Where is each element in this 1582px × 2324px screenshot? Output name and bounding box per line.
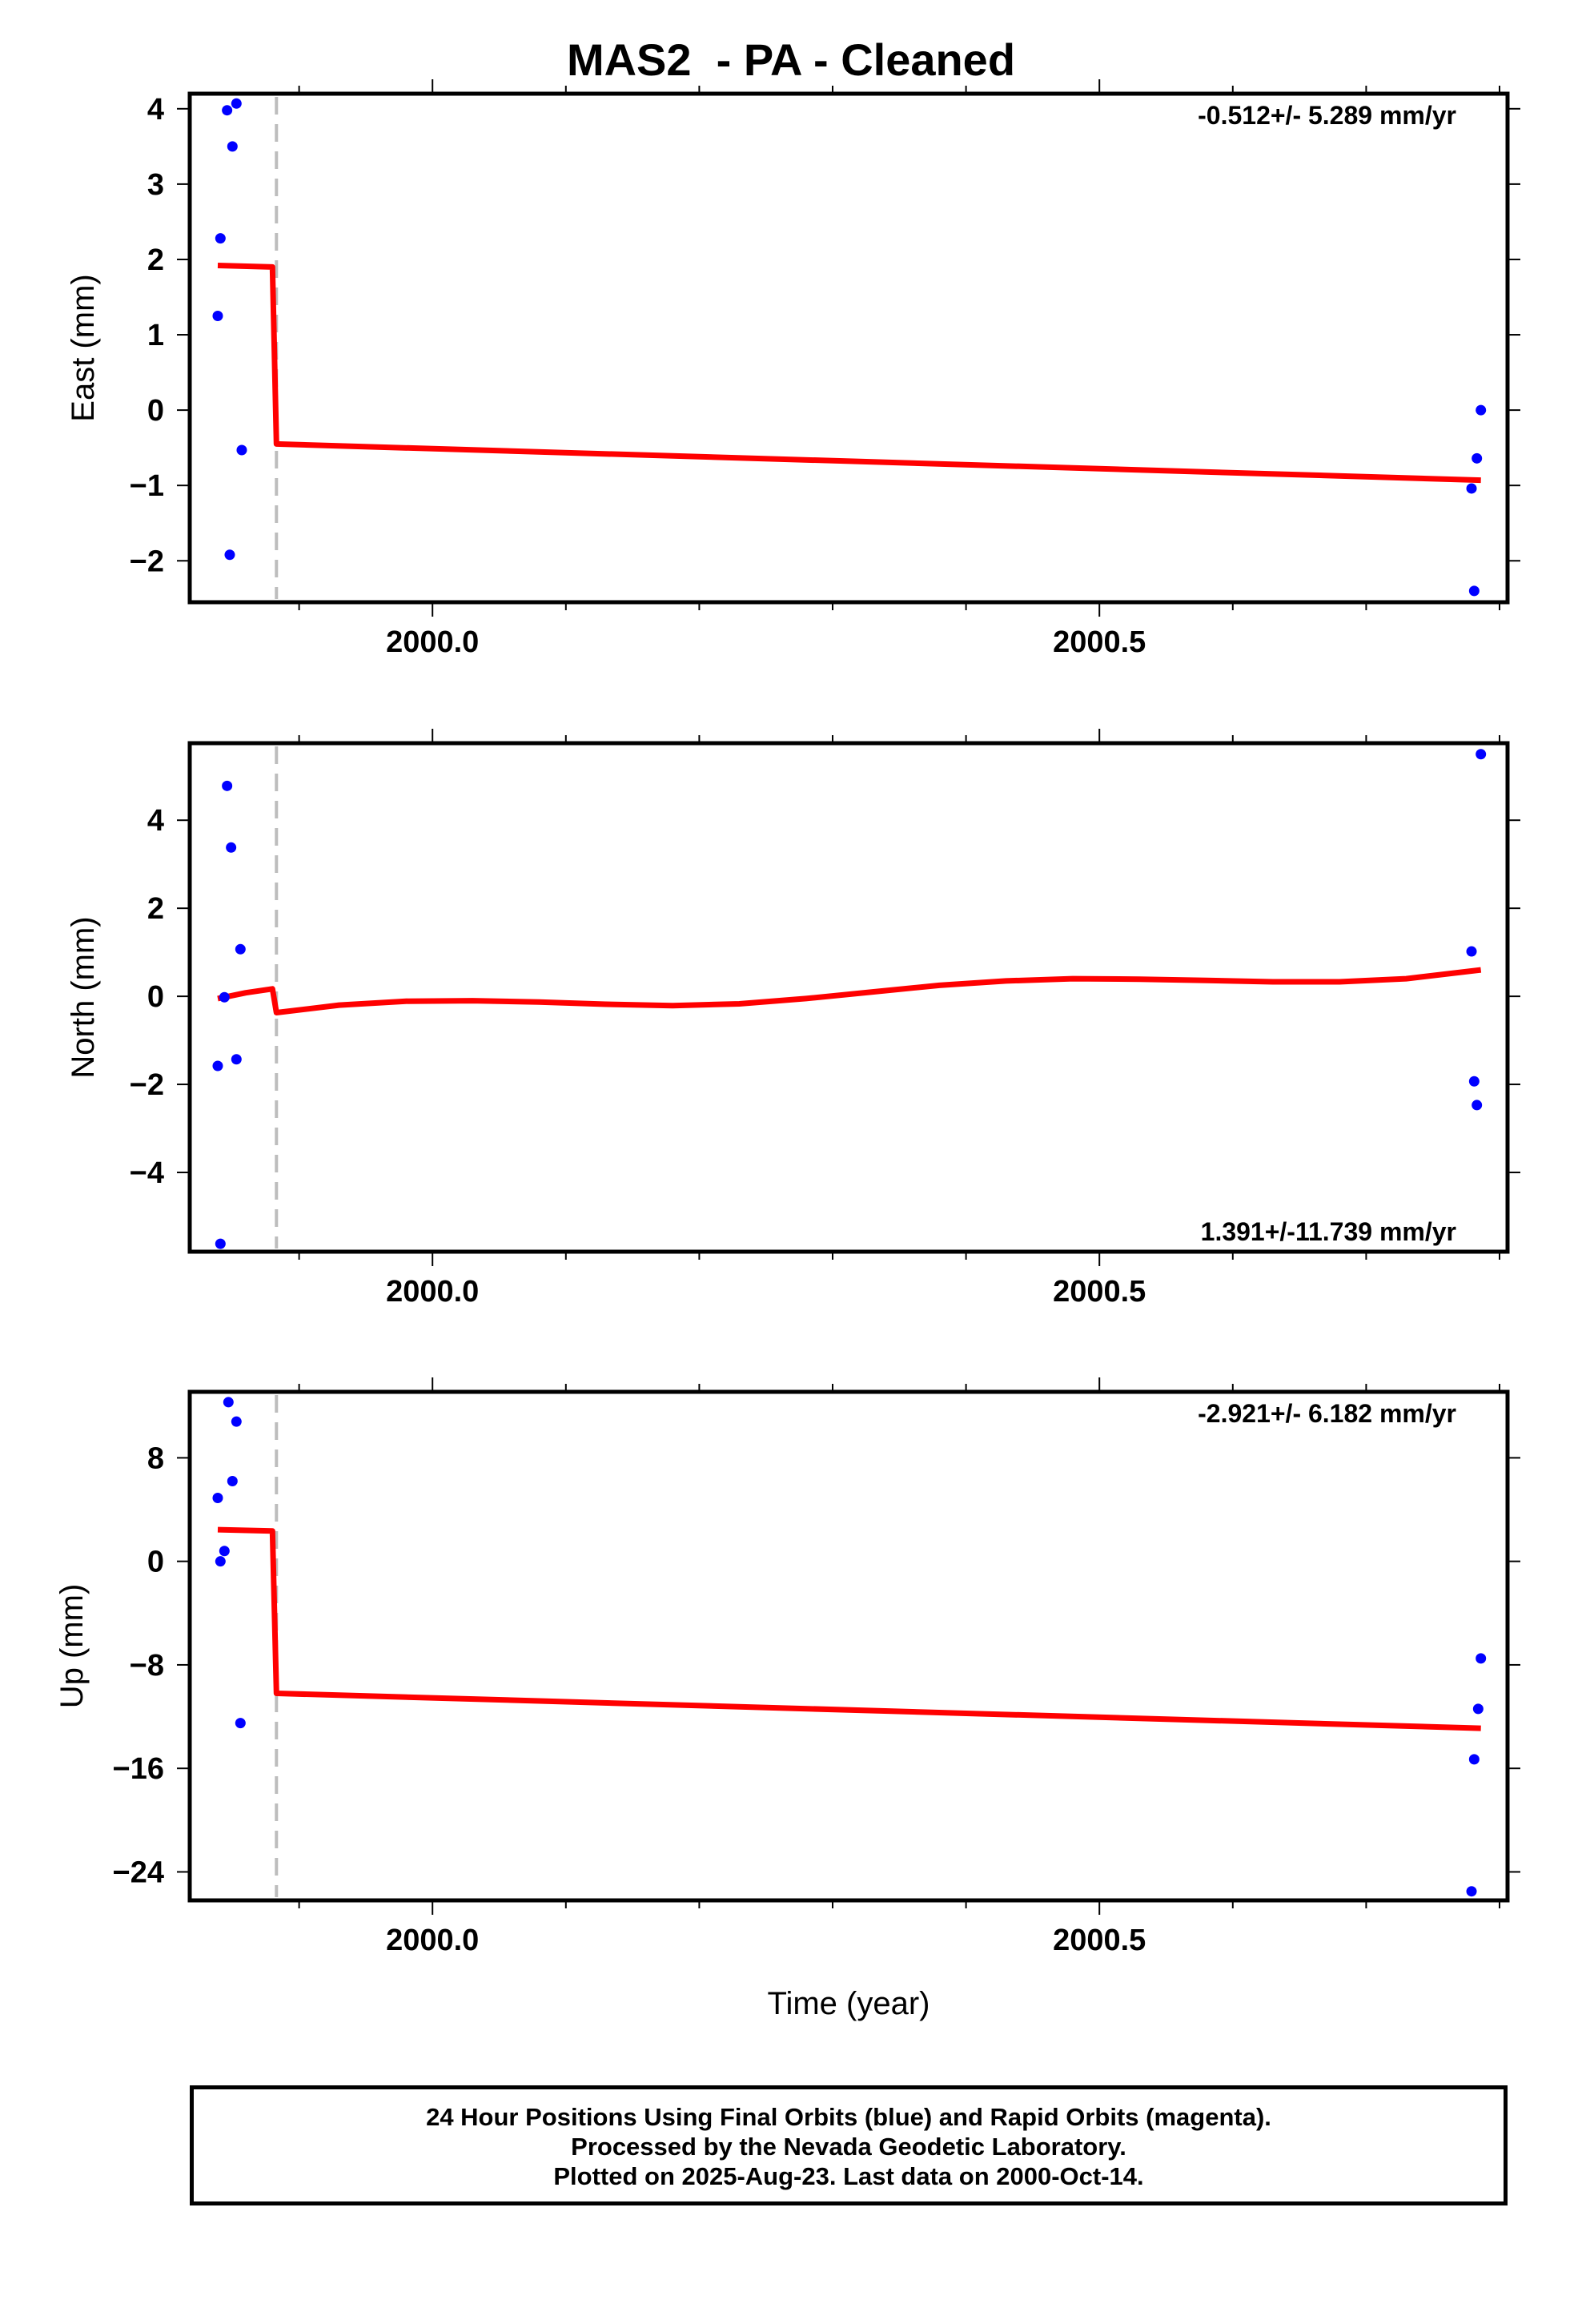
east-model-line (217, 263, 1481, 484)
north-data-point (226, 842, 237, 853)
east-ytick-label: 1 (147, 319, 164, 352)
north-data-point (212, 1060, 223, 1072)
north-xtick-label: 2000.0 (386, 1275, 479, 1309)
up-data-point (1466, 1886, 1477, 1897)
up-ylabel: Up (mm) (54, 1584, 90, 1709)
north-ylabel: North (mm) (66, 916, 101, 1078)
north-data-point (219, 991, 230, 1003)
east-ytick-label: 2 (147, 243, 164, 277)
east-xtick-label: 2000.0 (386, 625, 479, 659)
up-data-point (219, 1546, 230, 1557)
east-data-point (236, 444, 247, 456)
north-data-point (222, 780, 233, 791)
north-xtick-label: 2000.5 (1053, 1275, 1146, 1309)
up-data-point (235, 1718, 246, 1729)
chart-title: MAS2 - PA - Cleaned (566, 34, 1016, 85)
east-data-point (222, 105, 233, 116)
north-data-point (1476, 749, 1487, 760)
east-velocity-annotation: -0.512+/- 5.289 mm/yr (1198, 101, 1456, 130)
up-velocity-annotation: -2.921+/- 6.182 mm/yr (1198, 1399, 1456, 1428)
up-data-point (223, 1397, 234, 1408)
up-model-line (217, 1526, 1481, 1731)
up-data-point (1476, 1653, 1487, 1664)
footer-line-3: Plotted on 2025-Aug-23. Last data on 200… (553, 2162, 1144, 2190)
east-ytick-label: 3 (147, 168, 164, 202)
up-data-point (1468, 1754, 1480, 1765)
east-ytick-label: 4 (147, 93, 164, 127)
east-data-point (215, 233, 226, 244)
north-ytick-label: 2 (147, 892, 164, 926)
north-data-point (1466, 946, 1477, 957)
up-data-point (1472, 1703, 1484, 1715)
up-ytick-label: 0 (147, 1546, 164, 1579)
up-ytick-label: 8 (147, 1441, 164, 1475)
north-ytick-label: 4 (147, 804, 164, 838)
north-ytick-label: −2 (130, 1068, 164, 1102)
east-data-point (227, 141, 238, 152)
up-data-point (215, 1556, 226, 1567)
east-data-point (224, 549, 235, 561)
footer-line-2: Processed by the Nevada Geodetic Laborat… (571, 2133, 1126, 2161)
north-data-point (1468, 1076, 1480, 1087)
up-xtick-label: 2000.0 (386, 1924, 479, 1957)
north-data-point (235, 943, 246, 955)
footer-box: 24 Hour Positions Using Final Orbits (bl… (190, 2085, 1508, 2205)
north-frame (187, 741, 1510, 1254)
up-data-point (231, 1416, 242, 1427)
east-data-point (1466, 483, 1477, 494)
east-data-point (212, 311, 223, 322)
north-model-line (217, 967, 1482, 1015)
footer-line-1: 24 Hour Positions Using Final Orbits (bl… (426, 2103, 1271, 2131)
up-ytick-label: −16 (113, 1752, 164, 1786)
up-data-point (227, 1475, 238, 1486)
up-data-point (212, 1492, 223, 1503)
north-data-point (1472, 1100, 1483, 1111)
north-ytick-label: 0 (147, 980, 164, 1014)
up-xtick-label: 2000.5 (1053, 1924, 1146, 1957)
east-data-point (231, 98, 242, 109)
east-ylabel: East (mm) (66, 274, 101, 421)
east-ytick-label: −2 (130, 545, 164, 578)
north-velocity-annotation: 1.391+/-11.739 mm/yr (1201, 1217, 1456, 1246)
east-data-point (1468, 585, 1480, 597)
east-ytick-label: −1 (130, 469, 164, 503)
up-ytick-label: −24 (113, 1856, 164, 1889)
east-ytick-label: 0 (147, 394, 164, 428)
east-frame (187, 91, 1510, 605)
north-data-point (231, 1054, 242, 1065)
up-frame (187, 1389, 1510, 1903)
east-data-point (1476, 404, 1487, 416)
north-data-point (215, 1238, 226, 1249)
up-ytick-label: −8 (130, 1649, 164, 1683)
east-xtick-label: 2000.5 (1053, 625, 1146, 659)
north-ytick-label: −4 (130, 1156, 164, 1190)
up-xlabel: Time (year) (768, 1986, 930, 2021)
east-data-point (1472, 452, 1483, 464)
